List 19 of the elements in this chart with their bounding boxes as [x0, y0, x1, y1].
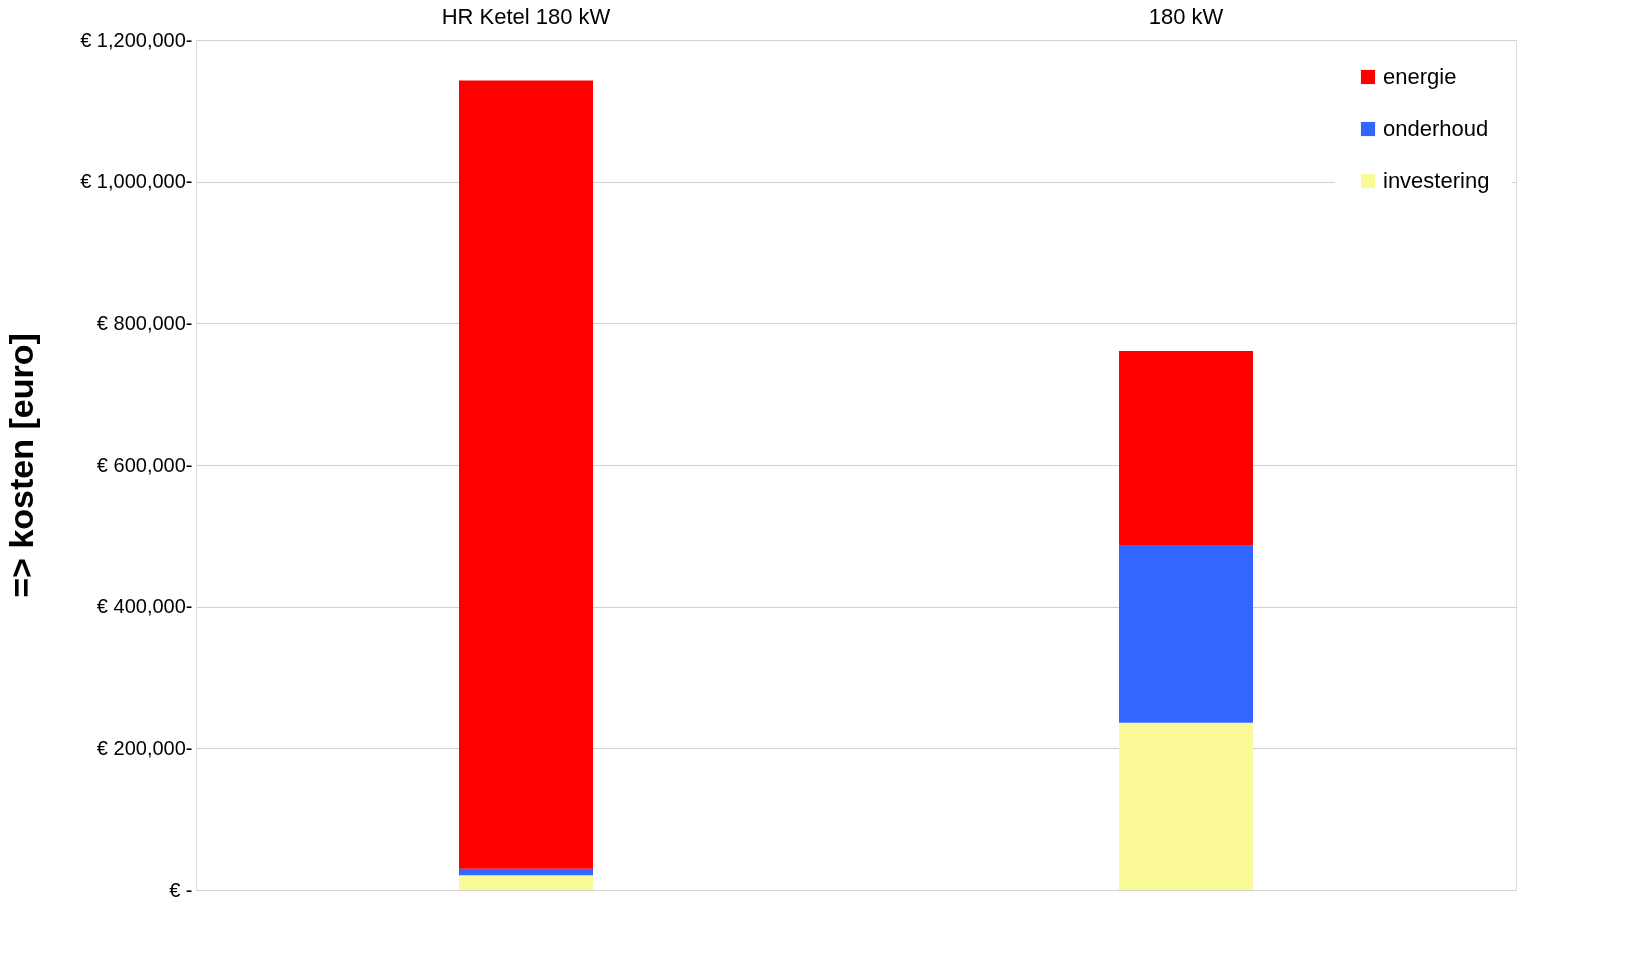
- bar: [459, 875, 593, 890]
- y-tick-label: € 600,000-: [96, 453, 193, 476]
- x-tick-label: 180 kW: [1148, 3, 1224, 29]
- y-tick-label: € 400,000-: [96, 595, 193, 618]
- y-tick-label: € 1,200,000-: [80, 28, 193, 51]
- legend-label: energie: [1383, 64, 1457, 89]
- y-tick-label: € 1,000,000-: [80, 170, 193, 193]
- legend-label: onderhoud: [1383, 116, 1489, 141]
- x-tick-label: HR Ketel 180 kW: [441, 3, 611, 29]
- y-tick-label: € -: [169, 878, 193, 901]
- legend-label: investering: [1383, 168, 1490, 193]
- y-axis-title: => kosten [euro]: [2, 333, 41, 598]
- bar: [459, 868, 593, 876]
- bar: [1119, 545, 1253, 723]
- y-tick-label: € 200,000-: [96, 736, 193, 759]
- bar: [1119, 350, 1253, 546]
- y-tick-label: € 800,000-: [96, 311, 193, 334]
- bar: [459, 80, 593, 869]
- bar: [1119, 722, 1253, 890]
